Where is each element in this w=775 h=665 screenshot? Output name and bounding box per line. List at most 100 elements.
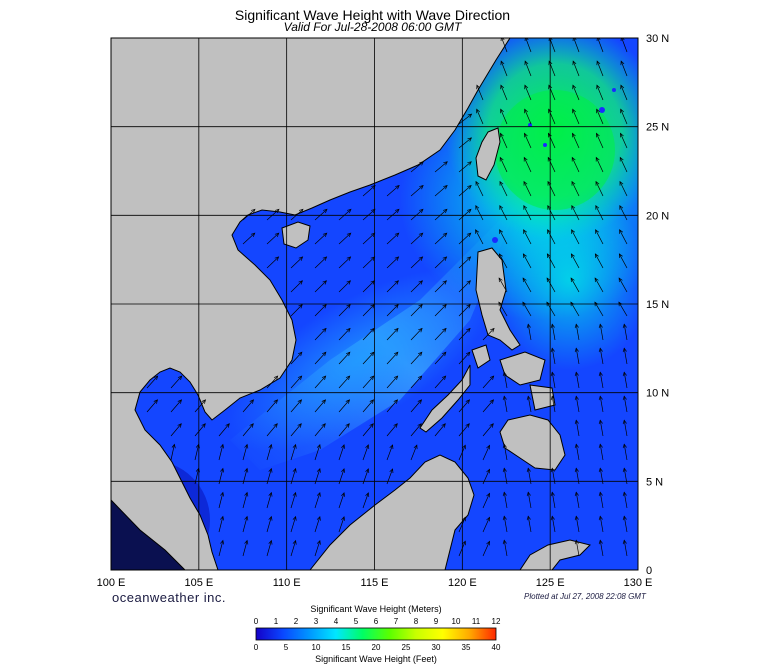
direction-arrow bbox=[434, 280, 447, 293]
direction-arrowhead bbox=[523, 132, 528, 138]
direction-arrow bbox=[575, 492, 580, 509]
direction-arrow bbox=[575, 372, 580, 389]
direction-arrow bbox=[595, 157, 604, 173]
direction-arrowhead bbox=[570, 277, 575, 283]
feet-tick-label: 40 bbox=[492, 643, 501, 652]
direction-arrowhead bbox=[522, 253, 527, 258]
direction-arrow bbox=[338, 492, 345, 509]
direction-arrowhead bbox=[467, 137, 473, 142]
meter-tick-label: 11 bbox=[472, 617, 481, 626]
direction-arrow bbox=[266, 399, 278, 413]
direction-arrowhead bbox=[622, 443, 627, 449]
feet-tick-label: 10 bbox=[312, 643, 321, 652]
direction-arrow bbox=[338, 423, 350, 437]
direction-arrow bbox=[266, 492, 272, 509]
meter-tick-label: 3 bbox=[314, 617, 319, 626]
direction-arrowhead bbox=[486, 468, 491, 474]
direction-arrow bbox=[338, 232, 351, 245]
direction-arrow bbox=[482, 469, 490, 485]
direction-arrowhead bbox=[316, 539, 321, 545]
direction-arrow bbox=[523, 229, 532, 245]
direction-arrow bbox=[290, 304, 303, 317]
direction-arrowhead bbox=[571, 132, 576, 138]
direction-arrow bbox=[434, 375, 446, 389]
direction-arrowhead bbox=[619, 132, 624, 138]
direction-arrow bbox=[596, 109, 604, 125]
direction-arrow bbox=[525, 38, 532, 53]
direction-arrowhead bbox=[499, 156, 504, 162]
mindanao bbox=[499, 414, 566, 471]
direction-arrow bbox=[386, 232, 399, 245]
direction-arrow bbox=[618, 302, 628, 317]
direction-arrowhead bbox=[250, 232, 256, 237]
direction-arrowhead bbox=[499, 180, 504, 186]
latitude-label: 20 N bbox=[646, 210, 669, 222]
direction-arrowhead bbox=[394, 232, 400, 237]
direction-arrow bbox=[458, 232, 471, 245]
land bbox=[111, 38, 591, 570]
latitude-label: 15 N bbox=[646, 299, 669, 311]
direction-arrow bbox=[575, 444, 580, 461]
direction-arrowhead bbox=[574, 395, 579, 401]
direction-arrow bbox=[386, 423, 398, 437]
direction-arrow bbox=[498, 277, 508, 293]
direction-arrowhead bbox=[574, 371, 579, 377]
direction-arrowhead bbox=[619, 180, 624, 186]
feet-ticks: 0 5 10 15 20 25 30 35 40 bbox=[254, 643, 501, 652]
direction-arrow bbox=[623, 492, 628, 509]
direction-arrow bbox=[410, 375, 422, 389]
direction-arrowhead bbox=[321, 423, 326, 428]
direction-arrowhead bbox=[441, 375, 447, 381]
direction-arrowhead bbox=[486, 540, 491, 546]
direction-arrow bbox=[410, 352, 423, 365]
feet-tick-label: 20 bbox=[372, 643, 381, 652]
direction-arrow bbox=[596, 85, 604, 101]
direction-arrowhead bbox=[622, 323, 627, 329]
direction-arrow bbox=[194, 468, 199, 485]
direction-arrow bbox=[595, 253, 604, 269]
direction-arrowhead bbox=[618, 277, 623, 283]
direction-arrowhead bbox=[466, 351, 471, 357]
direction-arrowhead bbox=[298, 256, 304, 261]
direction-arrowhead bbox=[594, 301, 599, 307]
direction-arrowhead bbox=[268, 491, 273, 497]
direction-arrow bbox=[434, 161, 448, 173]
direction-arrowhead bbox=[550, 467, 555, 473]
direction-arrow bbox=[410, 399, 422, 413]
direction-arrowhead bbox=[268, 539, 273, 545]
direction-arrow bbox=[410, 444, 418, 461]
direction-arrowhead bbox=[292, 491, 297, 497]
direction-arrowhead bbox=[346, 208, 352, 214]
direction-arrow bbox=[623, 444, 628, 461]
direction-arrow bbox=[146, 399, 158, 413]
direction-arrow bbox=[242, 540, 248, 557]
direction-arrow bbox=[476, 109, 484, 125]
direction-arrowhead bbox=[418, 208, 424, 214]
direction-arrow bbox=[458, 352, 471, 365]
latitude-labels: 30 N 25 N 20 N 15 N 10 N 5 N 0 bbox=[646, 33, 669, 577]
direction-arrowhead bbox=[489, 375, 495, 381]
direction-arrow bbox=[571, 205, 580, 221]
direction-arrow bbox=[386, 280, 399, 293]
direction-arrow bbox=[338, 304, 351, 317]
direction-arrow bbox=[551, 468, 556, 485]
direction-arrow bbox=[242, 399, 254, 413]
direction-arrowhead bbox=[467, 161, 472, 166]
latitude-label: 30 N bbox=[646, 33, 669, 45]
direction-arrow bbox=[242, 209, 256, 221]
meter-ticks: 0 1 2 3 4 5 6 7 8 9 10 11 12 bbox=[254, 617, 501, 626]
direction-arrow bbox=[599, 468, 604, 485]
direction-arrow bbox=[458, 256, 471, 269]
direction-arrow bbox=[503, 492, 508, 509]
direction-arrowhead bbox=[500, 60, 505, 66]
longitude-label: 125 E bbox=[536, 577, 565, 589]
direction-arrow bbox=[242, 232, 255, 245]
direction-arrowhead bbox=[322, 208, 328, 214]
direction-arrowhead bbox=[574, 419, 579, 425]
direction-arrow bbox=[548, 85, 556, 101]
direction-arrow bbox=[434, 185, 448, 197]
direction-arrow bbox=[527, 492, 532, 509]
direction-arrowhead bbox=[298, 208, 304, 214]
direction-arrow bbox=[194, 423, 206, 437]
direction-arrowhead bbox=[498, 253, 503, 258]
